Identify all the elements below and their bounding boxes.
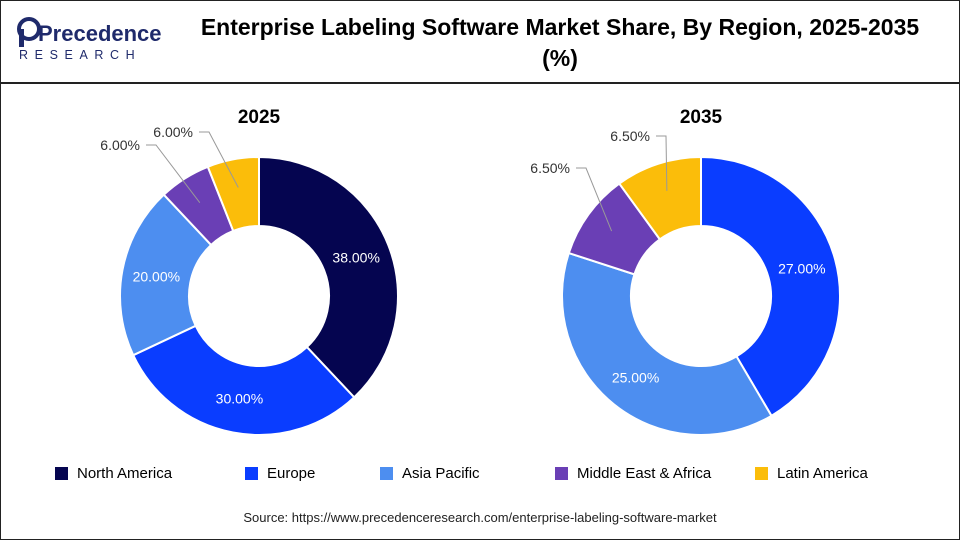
leader-line-latin-america [656,135,668,191]
data-label-north-america: 38.00% [332,250,379,266]
legend-item-middle-east-and-africa: Middle East & Africa [555,465,711,482]
legend-swatch [380,467,393,480]
slice-asia-pacific [561,251,773,436]
slice-europe [131,324,356,436]
data-label-europe: 27.00% [778,261,825,277]
legend-label: Latin America [777,465,868,482]
precedence-logo: Precedence RESEARCH [17,17,162,62]
legend-swatch [55,467,68,480]
slice-latin-america [617,155,702,241]
data-label-middle-east-and-africa: 6.00% [100,137,140,153]
slice-latin-america [206,155,260,233]
legend-swatch [755,467,768,480]
legend-swatch [555,467,568,480]
legend-label: North America [77,465,173,482]
donut-2025: 2025 38.00% 30.00% 20.00% 6.00% 6.00% [100,107,399,436]
legend-label: Middle East & Africa [577,465,712,482]
legend-swatch [245,467,258,480]
source-note: Source: https://www.precedenceresearch.c… [243,510,717,525]
data-label-asia-pacific: 25.00% [612,369,659,385]
chart-title: Enterprise Labeling Software Market Shar… [200,14,920,71]
header: Precedence RESEARCH Enterprise Labeling … [0,0,960,84]
data-label-middle-east-and-africa: 6.50% [530,160,570,176]
legend-item-latin-america: Latin America [755,465,868,482]
data-label-europe: 30.00% [216,391,263,407]
legend-label: Europe [267,465,316,482]
slice-asia-pacific [119,193,213,357]
data-label-latin-america: 6.00% [153,124,193,140]
data-label-asia-pacific: 20.00% [133,268,180,284]
leader-line-middle-east-and-africa [576,167,613,232]
slice-north-america [258,155,399,399]
logo-mark-icon [17,17,41,47]
donut-2035: 2035027.00%25.00%6.50%6.50% [530,107,841,436]
legend-label: Asia Pacific [402,465,480,482]
legend-item-north-america: North America [55,465,172,482]
leader-line-middle-east-and-africa [146,144,201,204]
logo-text-top: Precedence [38,21,162,46]
donut-title: 2025 [238,107,281,128]
data-label-latin-america: 6.50% [610,128,650,144]
slice-europe [700,155,841,418]
legend-item-europe: Europe [245,465,315,482]
legend-item-asia-pacific: Asia Pacific [380,465,480,482]
donut-title: 2035 [680,107,723,128]
legend: North America Europe Asia Pacific Middle Ea… [0,465,960,485]
logo-text-bottom: RESEARCH [19,48,141,62]
leader-line-latin-america [199,131,239,188]
